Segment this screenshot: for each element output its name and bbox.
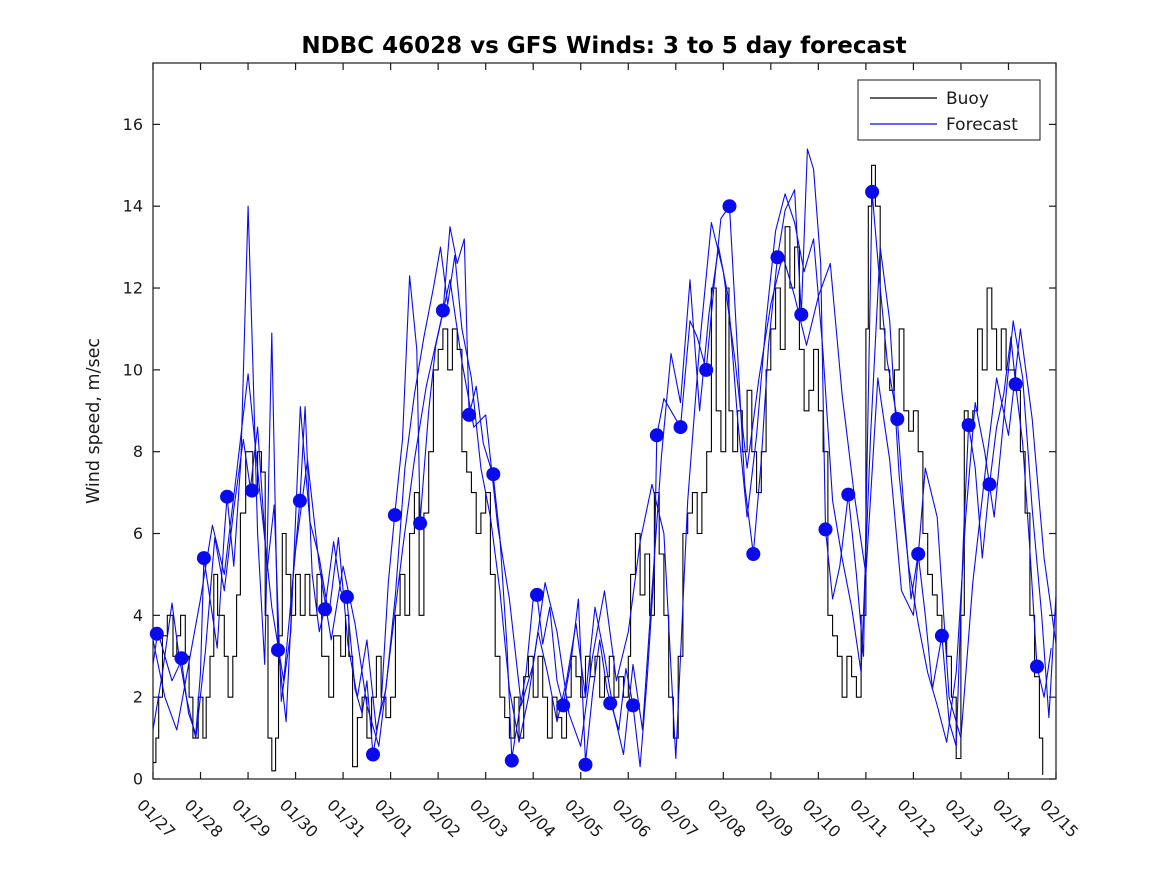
- legend-box: [857, 79, 1041, 141]
- forecast-marker: [174, 651, 189, 666]
- forecast-marker: [770, 250, 785, 265]
- x-tick-label: 01/27: [133, 795, 179, 841]
- forecast-marker: [649, 428, 664, 443]
- forecast-marker: [818, 522, 833, 537]
- x-tick-label: 01/30: [276, 795, 322, 841]
- forecast-marker: [530, 587, 544, 602]
- forecast-marker: [841, 487, 856, 502]
- forecast-marker: [366, 747, 380, 762]
- forecast-marker: [486, 467, 501, 482]
- x-tick-label: 02/05: [561, 795, 607, 841]
- x-tick-label: 02/11: [846, 795, 892, 841]
- x-tick-label: 02/02: [418, 795, 464, 841]
- x-tick-label: 02/09: [751, 795, 797, 841]
- forecast-marker: [339, 589, 354, 604]
- forecast-marker: [196, 551, 211, 566]
- y-axis: 0 2 4 6 8 10 12 14 16: [123, 115, 1056, 789]
- forecast-marker: [462, 407, 477, 422]
- y-tick-label: 12: [123, 279, 143, 298]
- forecast-marker: [626, 698, 640, 713]
- forecast-marker: [865, 184, 880, 199]
- chart-title: NDBC 46028 vs GFS Winds: 3 to 5 day fore…: [301, 33, 906, 59]
- forecast-marker: [699, 362, 714, 377]
- forecast-marker: [890, 412, 905, 426]
- forecast-marker: [1008, 377, 1023, 392]
- forecast-line: [152, 193, 1057, 756]
- x-tick-label: 02/08: [703, 795, 749, 841]
- plot-area-frame: [152, 62, 1057, 780]
- forecast-marker: [504, 753, 519, 768]
- y-tick-label: 4: [133, 606, 143, 625]
- y-tick-label: 10: [123, 360, 143, 379]
- forecast-marker: [982, 477, 997, 492]
- forecast-marker: [746, 547, 761, 561]
- forecast-marker: [934, 628, 949, 643]
- legend-buoy-label: Buoy: [946, 89, 989, 109]
- y-tick-label: 16: [123, 115, 143, 134]
- buoy-line: [153, 164, 1044, 775]
- x-axis: 01/27 01/28 01/29 01/30 01/31 02/01 02/02 02/03…: [133, 63, 1082, 841]
- forecast-markers: [149, 184, 1044, 772]
- y-tick-label: 0: [133, 770, 143, 789]
- x-tick-label: 02/12: [894, 795, 940, 841]
- forecast-marker: [271, 643, 285, 658]
- forecast-line: [152, 148, 1052, 768]
- forecast-marker: [794, 307, 809, 322]
- forecast-marker: [911, 547, 926, 561]
- x-tick-label: 02/06: [608, 795, 654, 841]
- x-tick-label: 01/29: [228, 795, 274, 841]
- y-tick-label: 14: [123, 197, 143, 216]
- forecast-marker: [318, 602, 332, 617]
- x-tick-label: 02/03: [466, 795, 512, 841]
- forecast-marker: [292, 493, 307, 508]
- x-tick-label: 02/14: [989, 795, 1035, 841]
- legend-forecast-label: Forecast: [946, 115, 1018, 135]
- x-tick-label: 01/31: [323, 795, 369, 841]
- forecast-marker: [387, 508, 402, 523]
- y-tick-label: 2: [133, 688, 143, 707]
- forecast-marker: [149, 626, 164, 641]
- x-tick-label: 02/15: [1036, 795, 1082, 841]
- forecast-line: [152, 222, 1057, 760]
- forecast-marker: [556, 698, 571, 713]
- legend: Buoy Forecast: [857, 79, 1041, 141]
- x-tick-label: 02/07: [656, 795, 702, 841]
- y-tick-label: 8: [133, 442, 143, 461]
- buoy-series: [153, 164, 1044, 775]
- forecast-marker: [435, 303, 450, 318]
- forecast-marker: [603, 696, 618, 711]
- forecast-marker: [244, 483, 259, 498]
- forecast-marker: [722, 199, 737, 214]
- forecast-series: [152, 148, 1057, 768]
- y-tick-label: 6: [133, 524, 143, 543]
- x-tick-label: 02/01: [371, 795, 417, 841]
- forecast-marker: [961, 418, 976, 433]
- forecast-marker: [578, 757, 593, 772]
- forecast-marker: [673, 420, 688, 435]
- forecast-marker: [1030, 659, 1044, 674]
- x-tick-label: 01/28: [181, 795, 227, 841]
- x-tick-label: 02/13: [941, 795, 987, 841]
- x-tick-label: 02/04: [513, 795, 559, 841]
- x-tick-label: 02/10: [799, 795, 845, 841]
- forecast-marker: [220, 489, 235, 504]
- y-axis-label: Wind speed, m/sec: [84, 338, 104, 504]
- forecast-marker: [413, 516, 428, 531]
